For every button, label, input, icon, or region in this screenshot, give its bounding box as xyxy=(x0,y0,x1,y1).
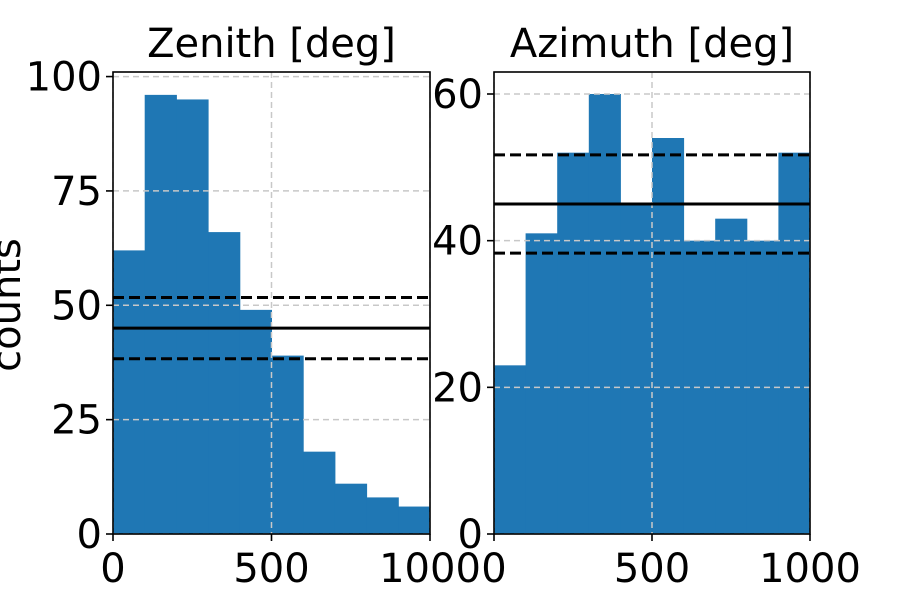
azimuth-bar xyxy=(746,240,779,534)
zenith-bar xyxy=(271,355,304,534)
zenith-bar xyxy=(334,483,368,534)
zenith-y-tick-label: 25 xyxy=(51,398,102,444)
azimuth-bar xyxy=(557,152,590,534)
azimuth-x-tick-label: 1000 xyxy=(759,546,861,592)
zenith-y-tick-label: 0 xyxy=(77,512,102,558)
azimuth-bar xyxy=(588,94,621,534)
zenith-x-tick-label: 1000 xyxy=(379,546,481,592)
zenith-bar xyxy=(366,497,399,534)
zenith-y-tick-label: 75 xyxy=(51,169,102,215)
azimuth-bar xyxy=(525,233,558,535)
zenith-y-tick-label: 100 xyxy=(26,55,102,101)
zenith-bar xyxy=(303,451,336,534)
azimuth-title: Azimuth [deg] xyxy=(510,21,794,67)
azimuth-bar xyxy=(494,365,527,534)
zenith-title: Zenith [deg] xyxy=(147,21,396,67)
azimuth-y-tick-label: 60 xyxy=(432,72,483,118)
azimuth-x-tick-label: 500 xyxy=(614,546,690,592)
azimuth-bar xyxy=(778,152,811,534)
zenith-bar xyxy=(144,94,177,535)
zenith-bar xyxy=(239,309,272,534)
zenith-bar xyxy=(176,99,209,534)
zenith-bar xyxy=(113,250,146,534)
azimuth-y-tick-label: 40 xyxy=(432,219,483,265)
zenith-bar xyxy=(398,506,431,534)
zenith-y-tick-label: 50 xyxy=(51,283,102,329)
azimuth-y-tick-label: 0 xyxy=(458,512,483,558)
azimuth-bar xyxy=(652,138,685,534)
zenith-x-tick-label: 500 xyxy=(233,546,309,592)
zenith-bar xyxy=(208,232,241,535)
azimuth-panel: 0 500 1000 0 20 40 60 Azimuth [deg] xyxy=(432,21,861,592)
azimuth-bar xyxy=(715,218,748,534)
azimuth-y-tick-label: 20 xyxy=(432,365,483,411)
zenith-x-tick-label: 0 xyxy=(100,546,125,592)
azimuth-x-tick-label: 0 xyxy=(481,546,506,592)
y-axis-label: counts xyxy=(0,238,30,372)
azimuth-bar xyxy=(620,204,653,534)
